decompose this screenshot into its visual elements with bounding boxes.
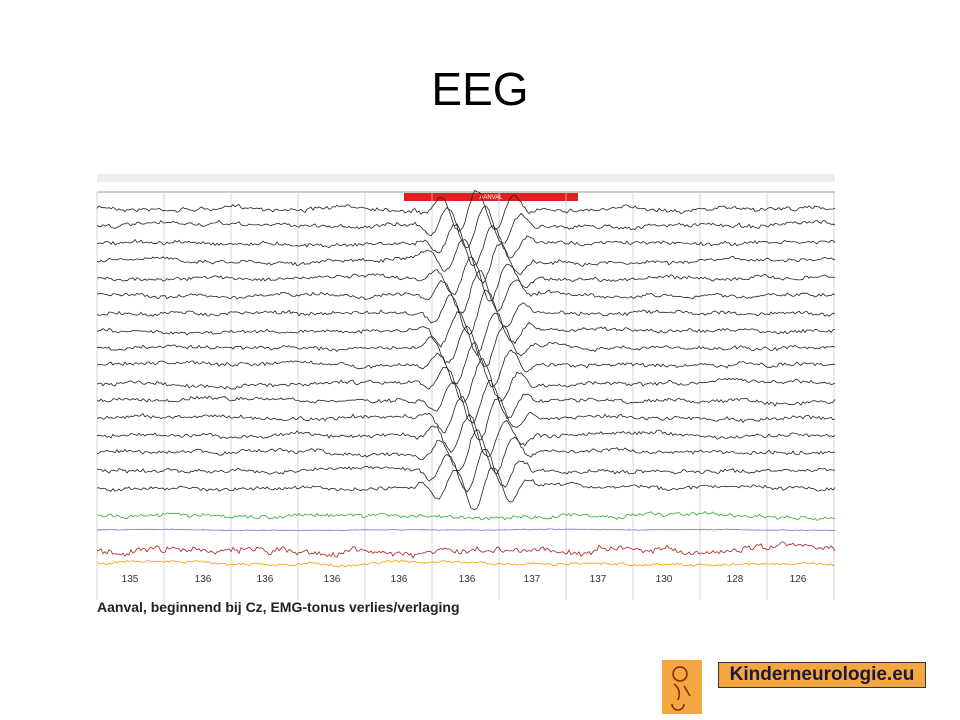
eeg-trace xyxy=(96,396,836,441)
timeline-bar xyxy=(97,174,835,182)
channel-value: 137 xyxy=(590,574,607,585)
eeg-trace xyxy=(96,289,836,335)
channel-value: 136 xyxy=(195,574,212,585)
channel-value: 136 xyxy=(391,574,408,585)
slide-title: EEG xyxy=(431,63,529,115)
traces xyxy=(96,189,836,600)
eeg-trace xyxy=(96,559,836,568)
channel-value: 136 xyxy=(324,574,341,585)
channel-value: 136 xyxy=(257,574,274,585)
channel-value: 128 xyxy=(727,574,744,585)
eeg-trace xyxy=(96,448,836,493)
eeg-trace xyxy=(96,205,836,249)
eeg-trace xyxy=(96,325,836,367)
channel-value: 126 xyxy=(790,574,807,585)
eeg-trace xyxy=(96,467,836,511)
eeg-trace xyxy=(96,256,836,302)
eeg-trace xyxy=(96,528,836,532)
channel-value: 135 xyxy=(122,574,139,585)
channel-value: 136 xyxy=(459,574,476,585)
eeg-trace xyxy=(96,239,835,284)
eeg-trace xyxy=(96,379,836,424)
eeg-trace xyxy=(96,429,836,475)
eeg-trace xyxy=(96,511,836,521)
seizure-banner xyxy=(404,193,578,201)
eeg-trace xyxy=(96,189,836,232)
seizure-banner-text: AANVAL xyxy=(479,195,503,201)
eeg-trace xyxy=(96,311,836,357)
eeg-trace xyxy=(96,358,836,403)
eeg-trace xyxy=(96,223,836,267)
eeg-trace xyxy=(96,270,836,314)
logo-text: Kinderneurologie.eu xyxy=(718,662,926,688)
caption: Aanval, beginnend bij Cz, EMG-tonus verl… xyxy=(97,599,460,615)
channel-value: 130 xyxy=(656,574,673,585)
channel-values: 135 136 136 136 136 136 137 137 130 128 126 xyxy=(122,574,807,585)
eeg-frame xyxy=(97,172,835,600)
channel-value: 137 xyxy=(524,574,541,585)
eeg-trace xyxy=(96,413,836,458)
logo-icon xyxy=(662,660,702,714)
eeg-trace xyxy=(96,541,836,559)
eeg-trace xyxy=(96,341,836,388)
